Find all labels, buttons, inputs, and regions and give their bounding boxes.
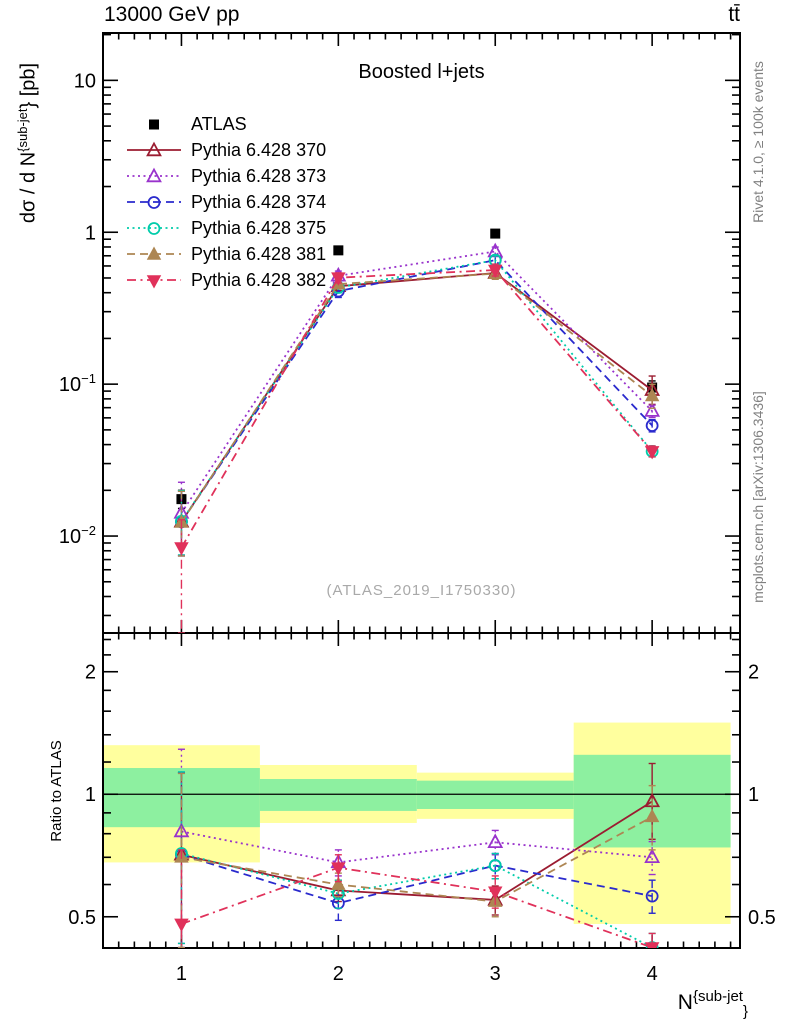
- legend-marker-triangle-open: [127, 141, 181, 157]
- legend-item: Pythia 6.428 381: [126, 241, 326, 267]
- series-pythia-6-428-374-top: [175, 253, 659, 557]
- y-label-units: } [pb]: [17, 62, 40, 109]
- analysis-watermark: (ATLAS_2019_I1750330): [326, 582, 517, 599]
- ratio-uncertainty-bands: [103, 722, 740, 924]
- legend-item-label: Pythia 6.428 382: [191, 269, 327, 290]
- svg-text:1: 1: [85, 222, 96, 244]
- legend-marker-circle-open: [127, 222, 181, 235]
- green-band: [259, 779, 417, 811]
- legend-marker-circle-open: [127, 196, 181, 209]
- legend-item-label: Pythia 6.428 370: [191, 139, 327, 160]
- svg-text:1: 1: [748, 784, 759, 806]
- series-pythia-6-428-370-top: [173, 264, 661, 557]
- x-label-superscript: {sub-jet: [692, 988, 743, 1005]
- legend-item: ATLAS: [126, 111, 326, 137]
- ratio-axis-label: Ratio to ATLAS: [48, 740, 65, 842]
- legend-item-label: Pythia 6.428 381: [191, 243, 327, 264]
- x-label-close-brace: }: [742, 1003, 748, 1020]
- legend-marker-tridown-filled: [127, 275, 181, 289]
- svg-text:2: 2: [85, 662, 96, 684]
- legend-marker-triangle-open: [127, 167, 181, 183]
- svg-text:2: 2: [748, 662, 759, 684]
- series-pythia-6-428-375-top: [175, 253, 659, 556]
- legend-item-label: Pythia 6.428 373: [191, 165, 327, 186]
- series-pythia-6-428-382-ratio: [174, 849, 660, 948]
- process-label: tt̄: [728, 3, 740, 26]
- svg-text:1: 1: [176, 963, 187, 985]
- legend-item-label: Pythia 6.428 374: [191, 191, 327, 212]
- beam-energy-label: 13000 GeV pp: [104, 3, 240, 26]
- svg-text:10−2: 10−2: [59, 523, 96, 548]
- ratio-panel-frame: [102, 632, 741, 949]
- tick-labels: 10 1 10−1 10−2 2 2 1 1 0.5 0.5 1 2 3 4: [59, 70, 776, 985]
- x-axis-label: N{sub-jet}: [678, 988, 748, 1020]
- svg-text:2: 2: [333, 963, 344, 985]
- mcplots-note: mcplots.cern.ch [arXiv:1306.3436]: [750, 391, 766, 603]
- y-label-base: dσ / d N: [17, 151, 40, 224]
- rivet-version-note: Rivet 4.1.0, ≥ 100k events: [750, 61, 766, 223]
- plot-title: Boosted l+jets: [358, 61, 485, 83]
- legend-item: Pythia 6.428 374: [126, 189, 326, 215]
- legend-item: Pythia 6.428 375: [126, 215, 326, 241]
- legend-item: Pythia 6.428 370: [126, 137, 326, 163]
- legend-marker-square-filled: [149, 119, 159, 130]
- series-pythia-6-428-382-top: [174, 263, 660, 633]
- svg-text:4: 4: [647, 963, 658, 985]
- y-axis-label: dσ / d N{sub-jet} [pb]: [15, 0, 41, 313]
- legend-item: Pythia 6.428 382: [126, 267, 326, 293]
- legend-item-label: ATLAS: [191, 113, 247, 134]
- x-label-base: N: [677, 991, 693, 1014]
- series-pythia-6-428-381-top: [174, 265, 660, 557]
- svg-text:1: 1: [85, 784, 96, 806]
- legend-marker-triangle-filled: [127, 246, 181, 260]
- y-label-superscript: {sub-jet: [15, 108, 30, 152]
- axis-ticks: [103, 33, 740, 948]
- legend: ATLAS Pythia 6.428 370 Pythia 6.428 373 Pyt…: [126, 111, 326, 293]
- svg-text:3: 3: [490, 963, 501, 985]
- legend-item-label: Pythia 6.428 375: [191, 217, 327, 238]
- svg-text:10: 10: [74, 70, 96, 92]
- legend-item: Pythia 6.428 373: [126, 163, 326, 189]
- svg-text:0.5: 0.5: [748, 907, 776, 929]
- svg-text:0.5: 0.5: [68, 907, 96, 929]
- svg-text:10−1: 10−1: [59, 371, 96, 396]
